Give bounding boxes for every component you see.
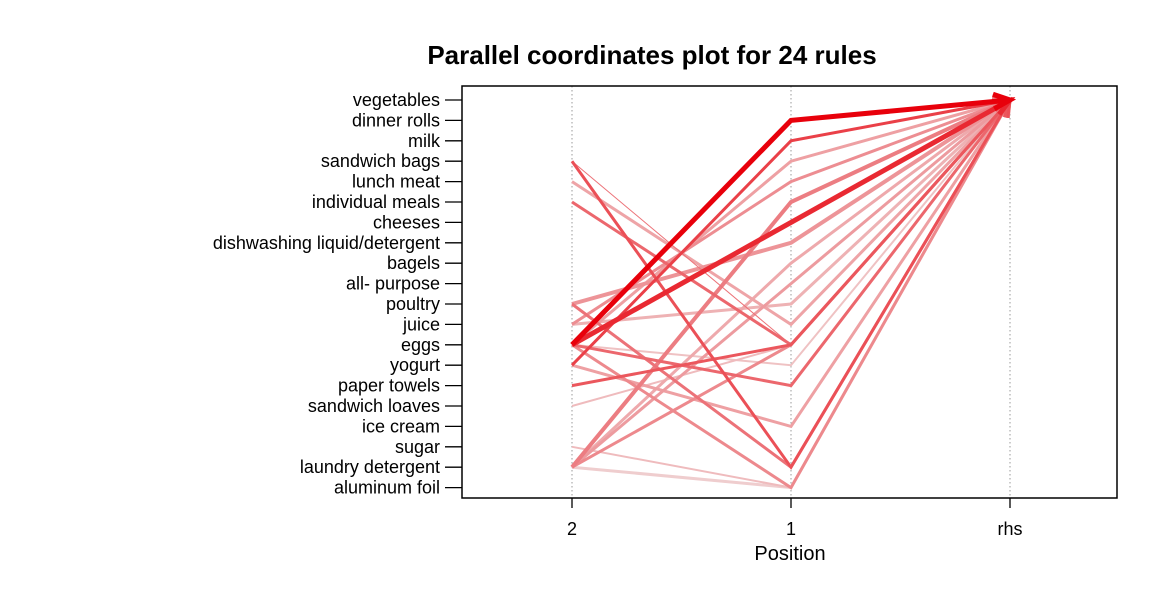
rule-line-14 xyxy=(571,98,1011,469)
rule-line-20 xyxy=(571,98,1012,326)
rule-line-9 xyxy=(570,98,1011,469)
rule-lines xyxy=(570,91,1017,490)
rule-line-5 xyxy=(571,98,1012,388)
x-axis: 2 1 rhs xyxy=(567,498,1023,539)
y-tick-label-vegetables: vegetables xyxy=(353,90,440,110)
x-tick-label-2: 2 xyxy=(567,519,577,539)
y-tick-label-sugar: sugar xyxy=(395,437,440,457)
rule-line-7 xyxy=(571,99,1012,388)
y-tick-label-all-purpose: all- purpose xyxy=(346,274,440,294)
y-tick-label-yogurt: yogurt xyxy=(390,355,440,375)
y-tick-label-bagels: bagels xyxy=(387,253,440,273)
y-tick-label-laundry-detergent: laundry detergent xyxy=(300,457,440,477)
rule-line-19 xyxy=(570,98,1011,469)
y-tick-label-sandwich-bags: sandwich bags xyxy=(321,151,440,171)
x-tick-label-rhs: rhs xyxy=(997,519,1022,539)
y-tick-label-poultry: poultry xyxy=(386,294,440,314)
x-axis-title: Position xyxy=(754,543,825,565)
rule-line-4 xyxy=(570,99,1012,470)
rule-line-1 xyxy=(570,97,1011,347)
y-tick-label-lunch-meat: lunch meat xyxy=(352,172,440,192)
y-tick-label-paper-towels: paper towels xyxy=(338,376,440,396)
y-tick-label-eggs: eggs xyxy=(401,335,440,355)
rule-line-16 xyxy=(571,99,1012,429)
y-tick-label-ice-cream: ice cream xyxy=(362,416,440,436)
y-tick-label-juice: juice xyxy=(402,314,440,334)
y-tick-label-cheeses: cheeses xyxy=(373,212,440,232)
rule-line-24 xyxy=(571,99,1011,367)
y-tick-label-individual-meals: individual meals xyxy=(312,192,440,212)
x-tick-label-1: 1 xyxy=(786,519,796,539)
y-tick-label-aluminum-foil: aluminum foil xyxy=(334,478,440,498)
y-tick-label-dishwashing-liquid-detergent: dishwashing liquid/detergent xyxy=(213,233,440,253)
rule-line-11 xyxy=(571,99,1012,490)
y-tick-label-sandwich-loaves: sandwich loaves xyxy=(308,396,440,416)
rule-line-18 xyxy=(571,98,1012,327)
gridlines xyxy=(571,86,1011,498)
rule-line-3 xyxy=(570,98,1011,367)
rule-line-13 xyxy=(571,98,1012,306)
chart-title: Parallel coordinates plot for 24 rules xyxy=(427,40,877,70)
plot-frame xyxy=(461,85,1118,499)
rule-line-2 xyxy=(570,97,1012,347)
rule-line-12 xyxy=(571,98,1011,326)
y-tick-label-milk: milk xyxy=(408,131,441,151)
rule-arrowhead-1 xyxy=(992,91,1017,112)
y-tick-label-dinner-rolls: dinner rolls xyxy=(352,110,440,130)
